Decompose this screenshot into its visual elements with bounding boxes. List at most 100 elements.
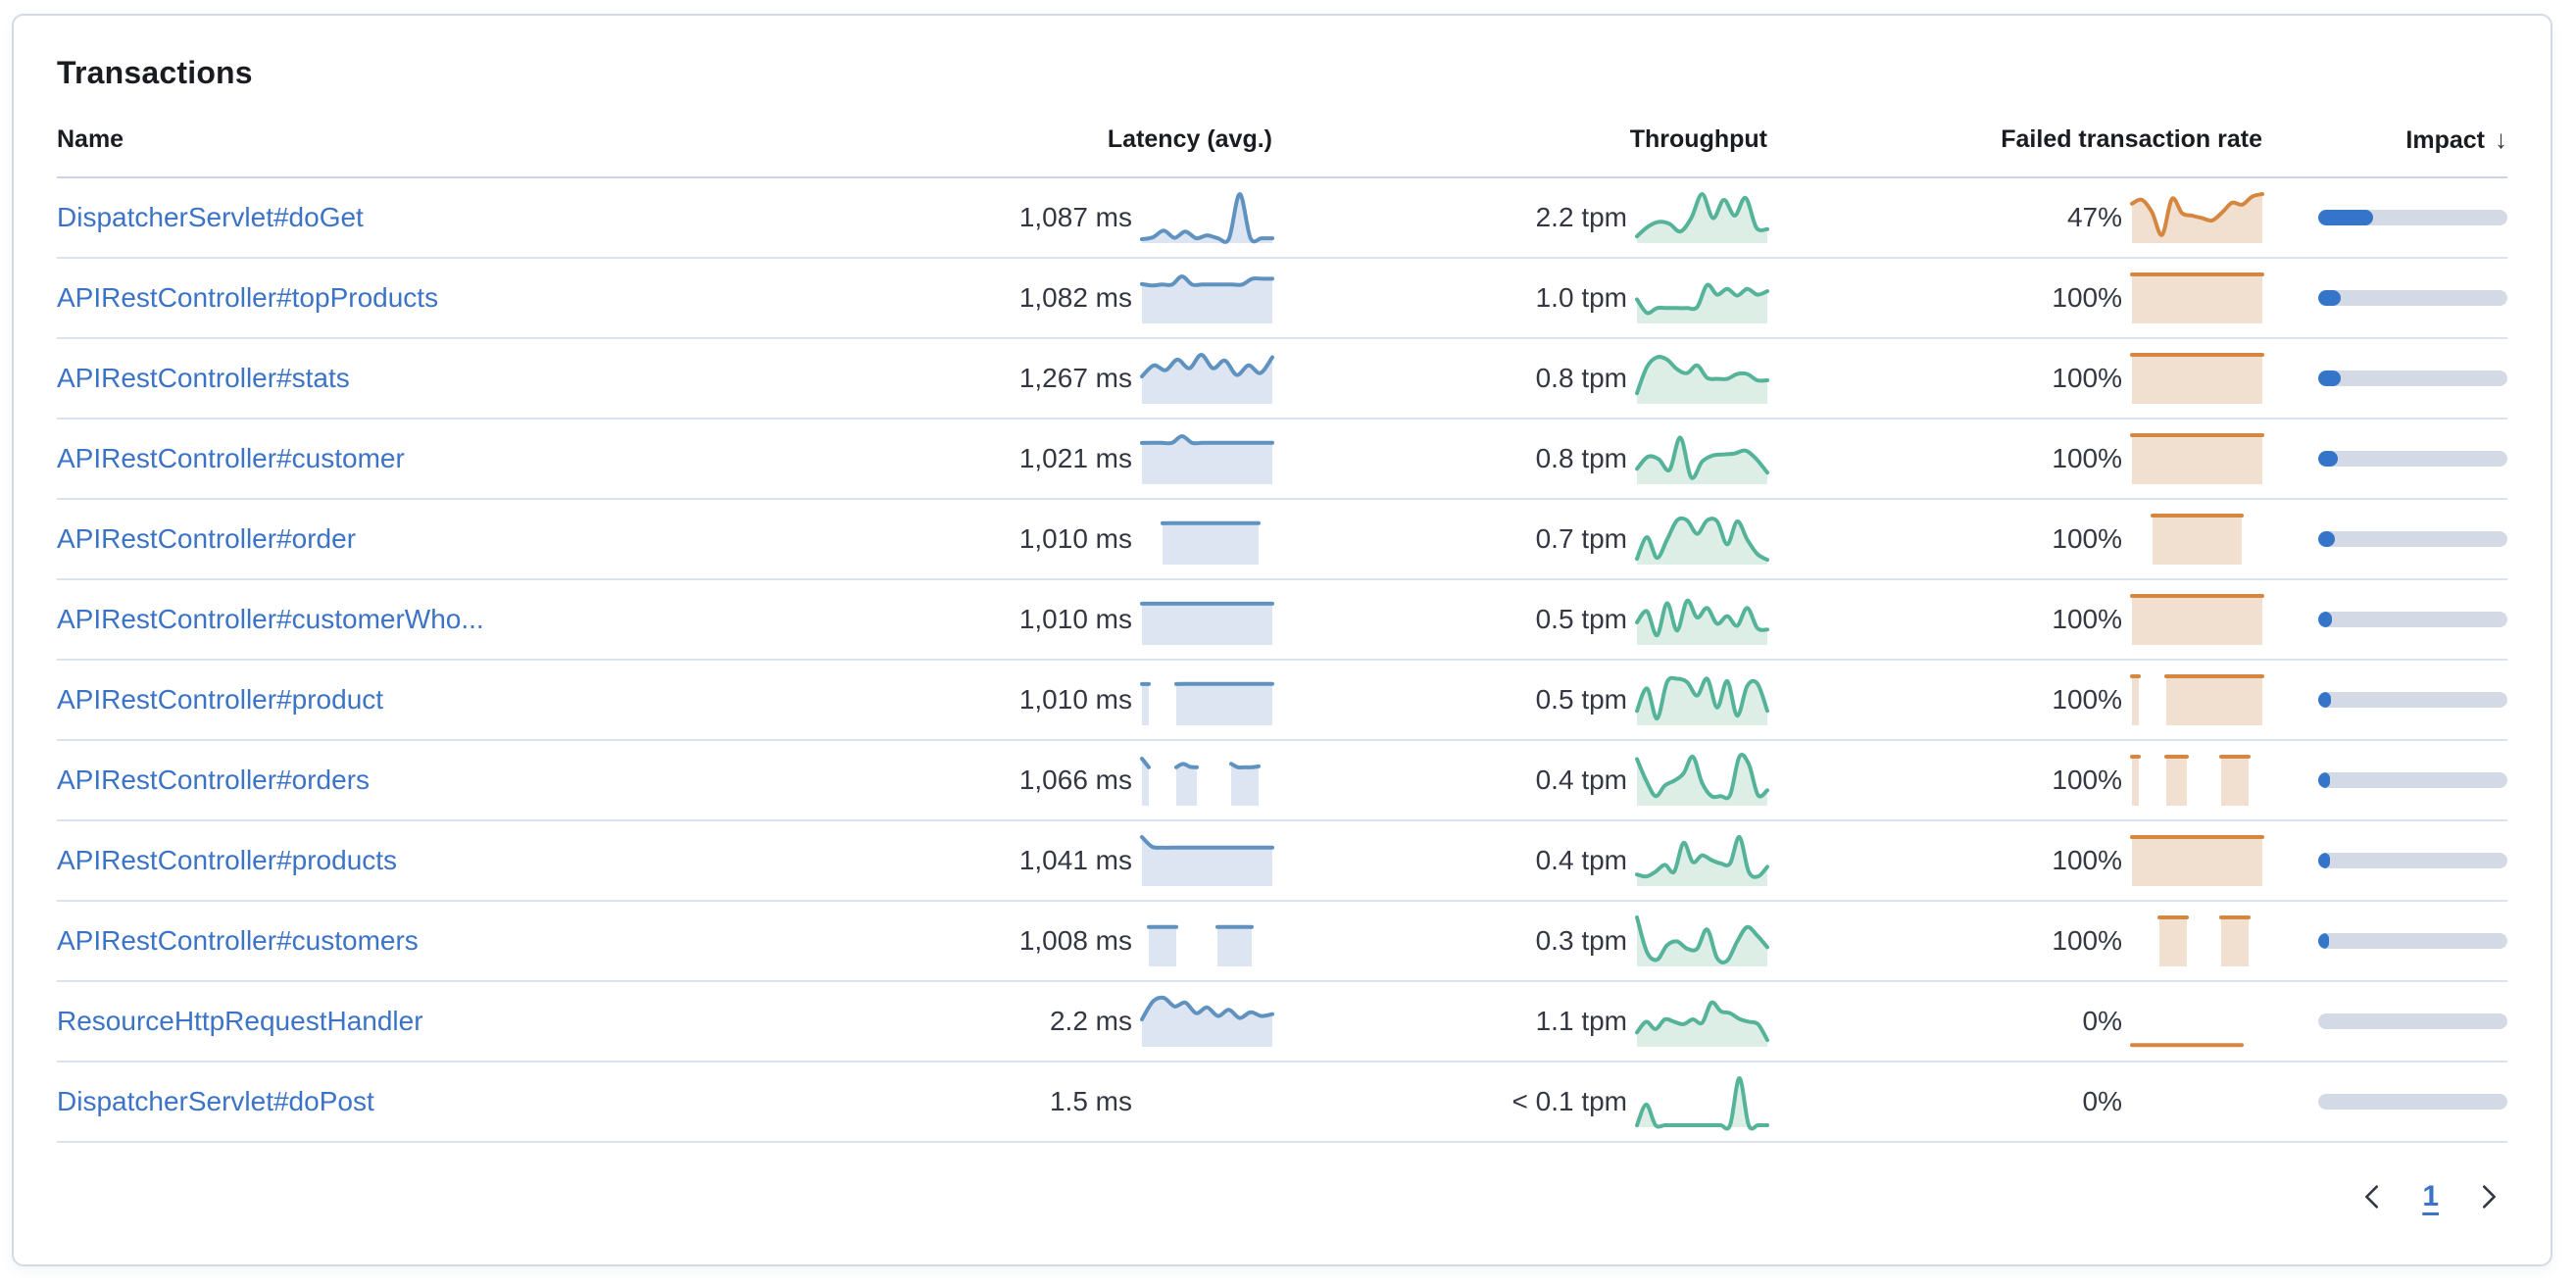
- latency-cell: 1,087 ms: [875, 190, 1274, 245]
- latency-value: 1,010 ms: [1018, 604, 1132, 634]
- impact-cell: [2262, 933, 2507, 949]
- throughput-value: 1.0 tpm: [1535, 282, 1627, 313]
- throughput-value: 0.5 tpm: [1535, 604, 1627, 634]
- table-row: APIRestController#orders 1,066 ms 0.4 tp…: [57, 740, 2507, 821]
- throughput-value: < 0.1 tpm: [1511, 1086, 1627, 1116]
- throughput-value: 1.1 tpm: [1535, 1006, 1627, 1036]
- throughput-cell: 0.8 tpm: [1272, 351, 1769, 406]
- impact-bar-fill: [2318, 370, 2342, 386]
- impact-bar-fill: [2318, 933, 2329, 949]
- column-header-name[interactable]: Name: [57, 99, 875, 178]
- failed-rate-cell: 100%: [1767, 833, 2264, 888]
- latency-sparkline: [1140, 353, 1274, 404]
- transactions-table: Name Latency (avg.) Throughput Failed tr…: [57, 99, 2507, 1143]
- throughput-sparkline: [1635, 282, 1769, 323]
- transaction-link[interactable]: APIRestController#customerWho...: [57, 604, 484, 634]
- impact-bar: [2318, 612, 2507, 627]
- impact-bar: [2318, 370, 2507, 386]
- column-header-impact[interactable]: Impact ↓: [2262, 99, 2507, 178]
- transaction-link[interactable]: APIRestController#stats: [57, 363, 350, 393]
- latency-sparkline: [1142, 1074, 1272, 1129]
- transaction-link[interactable]: APIRestController#product: [57, 684, 384, 715]
- table-row: APIRestController#order 1,010 ms 0.7 tpm…: [57, 499, 2507, 580]
- impact-cell: [2262, 772, 2507, 788]
- latency-cell: 2.2 ms: [875, 994, 1274, 1049]
- previous-page-button[interactable]: [2357, 1182, 2387, 1211]
- table-row: APIRestController#stats 1,267 ms 0.8 tpm…: [57, 338, 2507, 420]
- table-row: APIRestController#product 1,010 ms 0.5 t…: [57, 660, 2507, 741]
- table-row: DispatcherServlet#doPost 1.5 ms < 0.1 tp…: [57, 1062, 2507, 1143]
- throughput-cell: 0.5 tpm: [1272, 672, 1769, 727]
- failed-rate-cell: 100%: [1767, 592, 2264, 647]
- impact-cell: [2262, 1094, 2507, 1110]
- failed-rate-sparkline: [2130, 433, 2264, 484]
- failed-rate-value: 100%: [2052, 604, 2122, 634]
- failed-rate-cell: 100%: [1767, 672, 2264, 727]
- impact-cell: [2262, 1013, 2507, 1029]
- transaction-link[interactable]: APIRestController#topProducts: [57, 282, 439, 313]
- throughput-sparkline: [1635, 834, 1769, 886]
- impact-bar: [2318, 853, 2507, 868]
- impact-cell: [2262, 370, 2507, 386]
- latency-value: 1,267 ms: [1018, 363, 1132, 393]
- impact-bar: [2318, 210, 2507, 225]
- latency-sparkline: [1161, 520, 1261, 565]
- impact-bar-fill: [2318, 853, 2330, 868]
- latency-sparkline: [1140, 434, 1274, 484]
- transaction-link[interactable]: APIRestController#orders: [57, 765, 371, 795]
- throughput-cell: 1.0 tpm: [1272, 271, 1769, 325]
- throughput-sparkline: [1635, 355, 1769, 404]
- table-row: APIRestController#customers 1,008 ms 0.3…: [57, 901, 2507, 982]
- next-page-button[interactable]: [2474, 1182, 2503, 1211]
- latency-sparkline: [1147, 924, 1254, 966]
- latency-cell: 1,021 ms: [875, 431, 1274, 486]
- column-header-latency[interactable]: Latency (avg.): [875, 99, 1272, 178]
- column-header-throughput[interactable]: Throughput: [1272, 99, 1767, 178]
- throughput-sparkline: [1635, 675, 1769, 725]
- throughput-cell: 0.3 tpm: [1272, 914, 1769, 968]
- failed-rate-sparkline: [2130, 1043, 2244, 1048]
- failed-rate-cell: 100%: [1767, 512, 2262, 567]
- impact-cell: [2262, 290, 2507, 306]
- throughput-value: 0.4 tpm: [1535, 845, 1627, 875]
- latency-value: 2.2 ms: [1049, 1006, 1132, 1036]
- throughput-cell: 1.1 tpm: [1272, 994, 1769, 1049]
- latency-cell: 1,010 ms: [875, 512, 1272, 567]
- transaction-link[interactable]: DispatcherServlet#doGet: [57, 202, 364, 232]
- failed-rate-sparkline: [2130, 192, 2264, 243]
- impact-cell: [2262, 451, 2507, 467]
- transaction-link[interactable]: DispatcherServlet#doPost: [57, 1086, 374, 1116]
- transaction-link[interactable]: APIRestController#customers: [57, 925, 419, 956]
- page-number[interactable]: 1: [2422, 1180, 2439, 1212]
- impact-bar-fill: [2318, 290, 2342, 306]
- impact-cell: [2262, 853, 2507, 868]
- transaction-link[interactable]: APIRestController#products: [57, 845, 398, 875]
- throughput-sparkline: [1635, 516, 1769, 565]
- failed-rate-sparkline: [2151, 514, 2244, 565]
- latency-cell: 1,082 ms: [875, 271, 1274, 325]
- failed-rate-value: 100%: [2052, 684, 2122, 715]
- impact-bar: [2318, 772, 2507, 788]
- latency-cell: 1,010 ms: [875, 592, 1274, 647]
- throughput-value: 0.8 tpm: [1535, 443, 1627, 473]
- failed-rate-value: 100%: [2052, 925, 2122, 956]
- failed-rate-sparkline: [2130, 755, 2251, 806]
- throughput-value: 0.5 tpm: [1535, 684, 1627, 715]
- latency-cell: 1,008 ms: [875, 914, 1272, 968]
- pagination: 1: [57, 1180, 2507, 1213]
- transaction-link[interactable]: ResourceHttpRequestHandler: [57, 1006, 423, 1036]
- throughput-sparkline: [1635, 1000, 1769, 1047]
- failed-rate-cell: 100%: [1767, 351, 2264, 406]
- transaction-link[interactable]: APIRestController#customer: [57, 443, 405, 473]
- column-header-impact-label: Impact: [2405, 126, 2485, 154]
- throughput-cell: 2.2 tpm: [1272, 190, 1769, 245]
- column-header-failed-rate[interactable]: Failed transaction rate: [1767, 99, 2262, 178]
- transaction-link[interactable]: APIRestController#order: [57, 523, 357, 554]
- chevron-left-icon: [2365, 1185, 2379, 1209]
- transactions-panel: Transactions Name Latency (avg.) Through…: [12, 14, 2552, 1266]
- failed-rate-cell: 100%: [1767, 753, 2262, 808]
- impact-cell: [2262, 612, 2507, 627]
- chevron-right-icon: [2483, 1185, 2496, 1209]
- table-row: DispatcherServlet#doGet 1,087 ms 2.2 tpm…: [57, 177, 2507, 259]
- throughput-value: 0.4 tpm: [1535, 765, 1627, 795]
